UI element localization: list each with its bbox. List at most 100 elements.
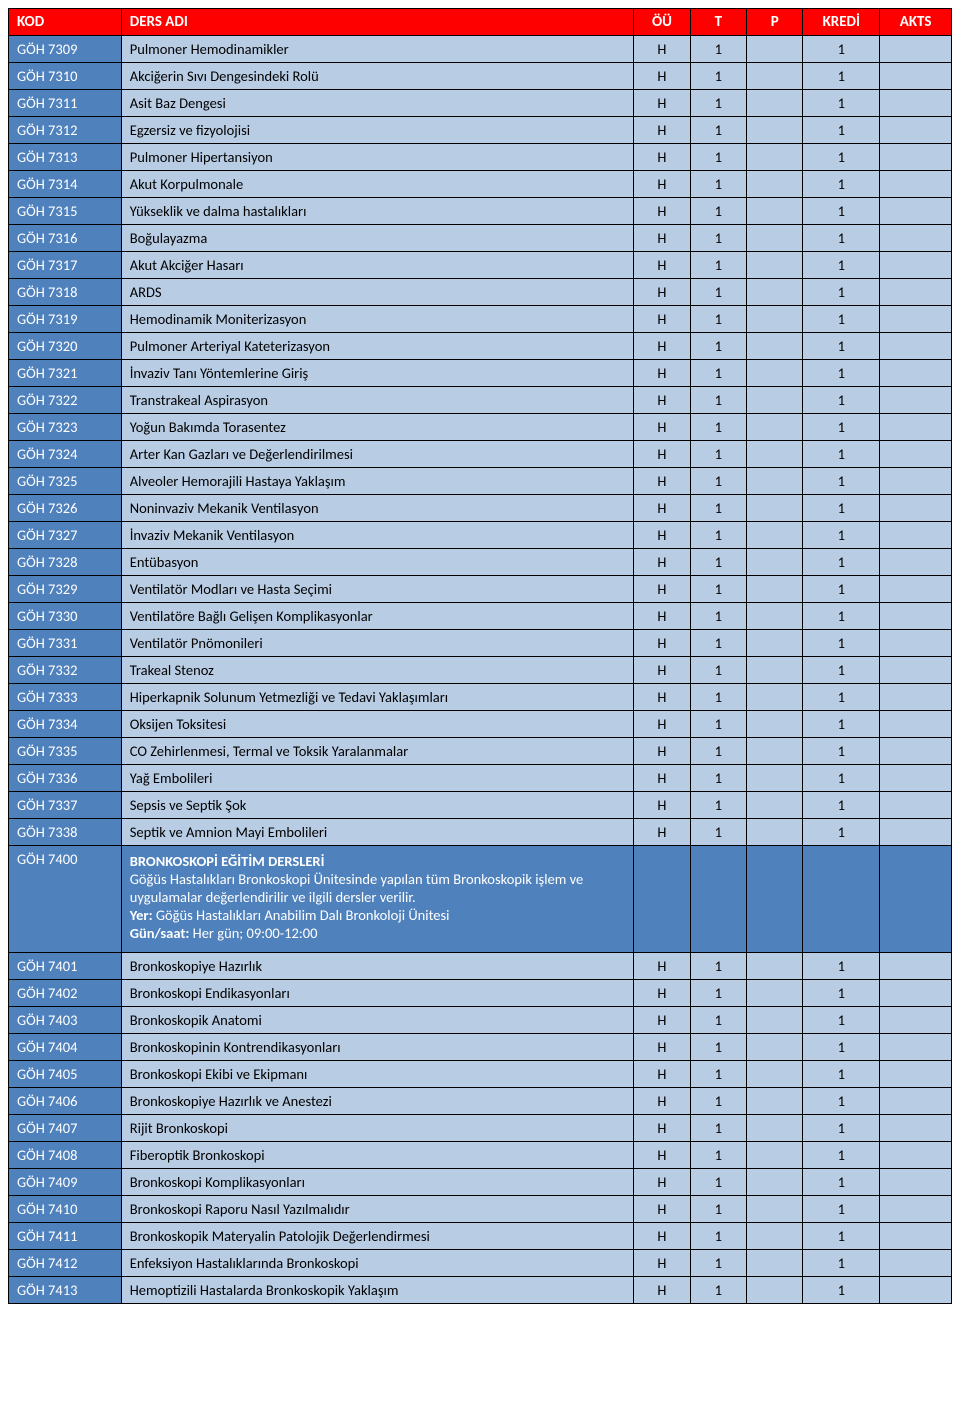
cell-kredi: 1 xyxy=(803,792,880,819)
cell-kredi: 1 xyxy=(803,90,880,117)
cell-t: 1 xyxy=(690,495,746,522)
table-header-row: KOD DERS ADI ÖÜ T P KREDİ AKTS xyxy=(9,9,952,36)
cell-akts xyxy=(880,765,952,792)
cell-p xyxy=(747,306,803,333)
cell-kredi: 1 xyxy=(803,117,880,144)
cell-ders: Noninvaziv Mekanik Ventilasyon xyxy=(121,495,634,522)
cell-kod: GÖH 7320 xyxy=(9,333,122,360)
cell-kod: GÖH 7314 xyxy=(9,171,122,198)
table-row: GÖH 7404Bronkoskopinin Kontrendikasyonla… xyxy=(9,1034,952,1061)
cell-ders: Bronkoskopik Anatomi xyxy=(121,1007,634,1034)
cell-ou: H xyxy=(634,953,690,980)
cell-t: 1 xyxy=(690,1115,746,1142)
cell-ders: Yağ Embolileri xyxy=(121,765,634,792)
cell-kod: GÖH 7404 xyxy=(9,1034,122,1061)
cell-akts xyxy=(880,1277,952,1304)
cell-kod: GÖH 7406 xyxy=(9,1088,122,1115)
cell-p xyxy=(747,171,803,198)
cell-ou: H xyxy=(634,63,690,90)
cell-ders: Ventilatör Pnömonileri xyxy=(121,630,634,657)
cell-p xyxy=(747,953,803,980)
cell-akts xyxy=(880,468,952,495)
cell-ou: H xyxy=(634,144,690,171)
cell-ou: H xyxy=(634,1169,690,1196)
cell-akts xyxy=(880,1061,952,1088)
cell-p xyxy=(747,1250,803,1277)
table-row: GÖH 7310Akciğerin Sıvı Dengesindeki Rolü… xyxy=(9,63,952,90)
cell-kod: GÖH 7329 xyxy=(9,576,122,603)
cell-kredi: 1 xyxy=(803,36,880,63)
table-row: GÖH 7337Sepsis ve Septik ŞokH11 xyxy=(9,792,952,819)
cell-t: 1 xyxy=(690,711,746,738)
cell-ders: Bronkoskopiye Hazırlık xyxy=(121,953,634,980)
cell-p xyxy=(747,63,803,90)
cell-p xyxy=(747,414,803,441)
cell-ders: Fiberoptik Bronkoskopi xyxy=(121,1142,634,1169)
cell-t: 1 xyxy=(690,1088,746,1115)
cell-ou: H xyxy=(634,738,690,765)
cell-ou: H xyxy=(634,279,690,306)
section-kod: GÖH 7400 xyxy=(9,846,122,953)
cell-kredi: 1 xyxy=(803,387,880,414)
cell-kredi: 1 xyxy=(803,603,880,630)
cell-kod: GÖH 7330 xyxy=(9,603,122,630)
cell-p xyxy=(747,980,803,1007)
table-row: GÖH 7317Akut Akciğer HasarıH11 xyxy=(9,252,952,279)
cell-ou: H xyxy=(634,630,690,657)
col-ders: DERS ADI xyxy=(121,9,634,36)
cell-akts xyxy=(880,171,952,198)
cell-kredi: 1 xyxy=(803,441,880,468)
table-row: GÖH 7327İnvaziv Mekanik VentilasyonH11 xyxy=(9,522,952,549)
table-row: GÖH 7334Oksijen ToksitesiH11 xyxy=(9,711,952,738)
table-row: GÖH 7320Pulmoner Arteriyal Kateterizasyo… xyxy=(9,333,952,360)
col-p: P xyxy=(747,9,803,36)
table-row: GÖH 7313Pulmoner HipertansiyonH11 xyxy=(9,144,952,171)
cell-akts xyxy=(880,738,952,765)
cell-kod: GÖH 7326 xyxy=(9,495,122,522)
cell-ders: Ventilatöre Bağlı Gelişen Komplikasyonla… xyxy=(121,603,634,630)
cell-ders: Transtrakeal Aspirasyon xyxy=(121,387,634,414)
cell-kredi: 1 xyxy=(803,468,880,495)
table-row: GÖH 7309Pulmoner HemodinamiklerH11 xyxy=(9,36,952,63)
cell-ou: H xyxy=(634,1115,690,1142)
cell-t: 1 xyxy=(690,1250,746,1277)
cell-t: 1 xyxy=(690,468,746,495)
cell-t: 1 xyxy=(690,522,746,549)
cell-t: 1 xyxy=(690,333,746,360)
cell-kredi: 1 xyxy=(803,684,880,711)
cell-kod: GÖH 7408 xyxy=(9,1142,122,1169)
cell-ou: H xyxy=(634,1196,690,1223)
section-empty xyxy=(634,846,690,953)
cell-akts xyxy=(880,1142,952,1169)
cell-t: 1 xyxy=(690,792,746,819)
cell-t: 1 xyxy=(690,90,746,117)
cell-akts xyxy=(880,1169,952,1196)
cell-kod: GÖH 7338 xyxy=(9,819,122,846)
cell-ou: H xyxy=(634,980,690,1007)
cell-t: 1 xyxy=(690,171,746,198)
cell-kod: GÖH 7324 xyxy=(9,441,122,468)
table-row: GÖH 7408Fiberoptik BronkoskopiH11 xyxy=(9,1142,952,1169)
cell-p xyxy=(747,495,803,522)
cell-akts xyxy=(880,1115,952,1142)
cell-akts xyxy=(880,36,952,63)
cell-t: 1 xyxy=(690,684,746,711)
cell-p xyxy=(747,36,803,63)
cell-kod: GÖH 7332 xyxy=(9,657,122,684)
cell-kod: GÖH 7318 xyxy=(9,279,122,306)
section-row: GÖH 7400BRONKOSKOPİ EĞİTİM DERSLERİGöğüs… xyxy=(9,846,952,953)
cell-p xyxy=(747,198,803,225)
col-akts: AKTS xyxy=(880,9,952,36)
cell-kredi: 1 xyxy=(803,333,880,360)
cell-kod: GÖH 7313 xyxy=(9,144,122,171)
cell-p xyxy=(747,90,803,117)
cell-ou: H xyxy=(634,387,690,414)
cell-akts xyxy=(880,306,952,333)
cell-akts xyxy=(880,1223,952,1250)
table-row: GÖH 7314Akut KorpulmonaleH11 xyxy=(9,171,952,198)
table-row: GÖH 7323Yoğun Bakımda TorasentezH11 xyxy=(9,414,952,441)
cell-ders: Asit Baz Dengesi xyxy=(121,90,634,117)
section-desc: Göğüs Hastalıkları Bronkoskopi Ünitesind… xyxy=(130,870,626,906)
cell-kredi: 1 xyxy=(803,657,880,684)
cell-ou: H xyxy=(634,468,690,495)
